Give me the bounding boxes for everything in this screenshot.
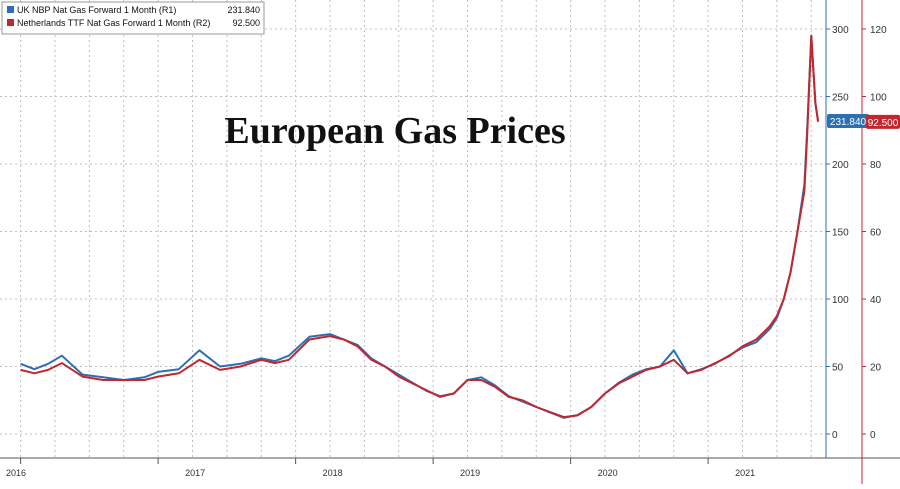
x-tick-label: 2019 [460, 468, 480, 478]
x-tick-label: 2018 [323, 468, 343, 478]
r1-tick-label: 250 [832, 93, 849, 104]
grid-lines [0, 0, 825, 458]
last-value-label-2: 92.500 [868, 118, 899, 129]
legend-value-1: 231.840 [227, 5, 260, 15]
series-line-2 [20, 34, 820, 419]
x-tick-label: 2021 [735, 468, 755, 478]
series-layer [20, 34, 820, 419]
r2-tick-label: 80 [870, 160, 882, 171]
legend-label-1: UK NBP Nat Gas Forward 1 Month (R1) [17, 5, 176, 15]
r2-tick-label: 0 [870, 430, 876, 441]
chart-title: European Gas Prices [224, 110, 565, 152]
r1-tick-label: 150 [832, 228, 849, 239]
series-line-1 [20, 34, 820, 419]
last-value-bg-2 [866, 114, 900, 129]
legend-label-2: Netherlands TTF Nat Gas Forward 1 Month … [17, 18, 210, 28]
legend-swatch-1 [7, 6, 14, 13]
r1-tick-label: 200 [832, 160, 849, 171]
r2-tick-label: 120 [870, 25, 887, 36]
x-tick-label: 2017 [185, 468, 205, 478]
r2-tick-label: 20 [870, 363, 882, 374]
last-value-bg-1 [827, 114, 869, 129]
r2-tick-label: 60 [870, 228, 882, 239]
last-value-label-1: 231.840 [830, 117, 867, 128]
legend: UK NBP Nat Gas Forward 1 Month (R1) 231.8… [1, 1, 265, 35]
x-tick-label: 2016 [6, 468, 26, 478]
r1-tick-label: 100 [832, 295, 849, 306]
right-axis-2-ticks: 0 20 40 60 80 100 120 [862, 25, 887, 441]
r1-tick-label: 50 [832, 363, 844, 374]
r1-tick-label: 300 [832, 25, 849, 36]
legend-value-2: 92.500 [232, 18, 260, 28]
legend-swatch-2 [7, 19, 14, 26]
x-axis-ticks: 2016 2017 2018 2019 2020 2021 [6, 458, 755, 478]
r1-tick-label: 0 [832, 430, 838, 441]
x-tick-label: 2020 [598, 468, 618, 478]
legend-box [1, 1, 265, 35]
r2-tick-label: 100 [870, 93, 887, 104]
right-axis-1-ticks: 0 50 100 150 200 250 300 [826, 25, 849, 441]
last-value-labels: 231.840 92.500 [827, 114, 900, 129]
r2-tick-label: 40 [870, 295, 882, 306]
